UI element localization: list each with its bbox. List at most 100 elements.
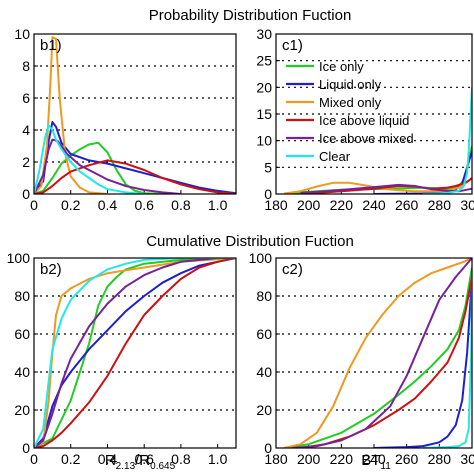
x-tick-label: 180 (264, 451, 288, 467)
series-line-mixed-only (34, 258, 236, 448)
y-tick-label: 100 (7, 250, 31, 266)
panel-label: c2) (282, 261, 303, 278)
series-line-mixed-only (34, 36, 108, 194)
series-line-ice-above-mixed (34, 138, 181, 194)
y-tick-label: 5 (264, 159, 272, 175)
panel-b2: 0 20 40 60 80 100 0 0.2 0.4 0.6 0.8 1.0 b2) (7, 250, 237, 467)
x-tick-label: 200 (297, 451, 321, 467)
x-label-slash: /R (135, 452, 150, 469)
x-tick-label: 1.0 (208, 197, 228, 213)
bottom-title: Cumulative Distribution Fuction (146, 233, 354, 250)
series-line-clear (422, 276, 472, 448)
x-tick-label: 260 (395, 197, 419, 213)
y-tick-label: 100 (249, 250, 273, 266)
panel-label: b1) (40, 37, 62, 54)
series-line-mixed-only (284, 177, 472, 194)
series-line-ice-above-mixed (34, 258, 218, 448)
y-tick-label: 80 (256, 288, 272, 304)
series-line-clear (34, 258, 236, 448)
y-tick-label: 2 (22, 154, 30, 170)
x-tick-label: 0 (30, 451, 38, 467)
y-tick-label: 60 (256, 326, 272, 342)
x-axis-label-right: BT11 (361, 452, 391, 472)
legend-entry: Liquid only (319, 77, 382, 92)
y-tick-label: 0 (264, 186, 272, 202)
y-tick-label: 25 (256, 53, 272, 69)
plot-frame (33, 33, 237, 195)
x-tick-label: 0.6 (134, 197, 154, 213)
y-tick-label: 0 (264, 440, 272, 456)
y-tick-label: 10 (256, 133, 272, 149)
series-line-ice-only (284, 267, 472, 448)
y-tick-label: 40 (14, 364, 30, 380)
x-tick-label: 300 (460, 451, 474, 467)
x-label-sub2: 0.645 (150, 461, 175, 472)
panel-label: c1) (282, 37, 303, 54)
legend-entry: Mixed only (319, 95, 382, 110)
x-tick-label: 180 (264, 197, 288, 213)
series-line-liquid-only (34, 121, 236, 194)
x-tick-label: 300 (460, 197, 474, 213)
x-tick-label: 220 (330, 197, 354, 213)
y-tick-label: 80 (14, 288, 30, 304)
series-line-clear (422, 87, 472, 194)
x-label-bt-sub: 11 (380, 461, 391, 472)
y-tick-label: 15 (256, 106, 272, 122)
legend-entry: Clear (319, 149, 351, 164)
y-tick-label: 30 (256, 26, 272, 42)
x-tick-label: 220 (330, 451, 354, 467)
x-tick-label: 0.2 (61, 451, 81, 467)
x-tick-label: 0.2 (61, 197, 81, 213)
x-tick-label: 240 (362, 451, 386, 467)
x-tick-label: 1.0 (208, 451, 228, 467)
y-tick-label: 4 (22, 122, 30, 138)
y-tick-label: 10 (14, 26, 30, 42)
x-tick-label: 280 (428, 451, 452, 467)
y-tick-label: 40 (256, 364, 272, 380)
legend: Ice only Liquid only Mixed only Ice above l… (286, 59, 414, 164)
x-tick-label: 0.4 (98, 451, 118, 467)
panel-label: b2) (40, 261, 62, 278)
series-line-ice-above-mixed (292, 258, 472, 448)
x-tick-label: 0.8 (171, 451, 191, 467)
series-line-mixed-only (283, 258, 472, 448)
series-line-ice-above-liquid (300, 276, 472, 448)
x-tick-label: 0.6 (134, 451, 154, 467)
series-line-ice-only (34, 141, 163, 194)
series-line-liquid-only (34, 258, 236, 448)
y-tick-label: 0 (22, 186, 30, 202)
legend-entry: Ice only (319, 59, 364, 74)
series-line-ice-above-liquid (34, 159, 236, 194)
series-line-ice-above-liquid (34, 258, 236, 448)
plot-frame (33, 257, 237, 449)
plot-frame (275, 257, 473, 449)
y-tick-label: 20 (14, 402, 30, 418)
x-tick-label: 280 (428, 197, 452, 213)
panel-b1: 0 2 4 6 8 10 0 0.2 0.4 0.6 0.8 1.0 b1) (14, 26, 237, 213)
y-tick-label: 60 (14, 326, 30, 342)
x-label-main: R (105, 452, 116, 469)
top-title: Probability Distribution Fuction (149, 7, 352, 24)
y-tick-label: 0 (22, 440, 30, 456)
plot-frame (275, 33, 473, 195)
x-tick-label: 0 (30, 197, 38, 213)
x-tick-label: 0.4 (98, 197, 118, 213)
x-tick-label: 0.8 (171, 197, 191, 213)
x-tick-label: 240 (362, 197, 386, 213)
x-label-sub1: 2.13 (116, 461, 136, 472)
series-line-clear (34, 124, 145, 194)
y-tick-label: 8 (22, 58, 30, 74)
series-line-ice-above-mixed (300, 183, 472, 194)
legend-entry: Ice above liquid (319, 113, 409, 128)
y-tick-label: 20 (256, 79, 272, 95)
series-line-ice-only (34, 258, 236, 448)
x-label-bt: BT (361, 452, 380, 469)
y-tick-label: 6 (22, 90, 30, 106)
x-tick-label: 200 (297, 197, 321, 213)
panel-c1: 0 5 10 15 20 25 30 180 200 220 240 260 280 300 c1) (256, 26, 474, 213)
panel-c2: 0 20 40 60 80 100 180 200 220 240 260 280 300 c2) (249, 250, 474, 467)
y-tick-label: 20 (256, 402, 272, 418)
legend-entry: Ice above mixed (319, 131, 414, 146)
x-tick-label: 260 (395, 451, 419, 467)
